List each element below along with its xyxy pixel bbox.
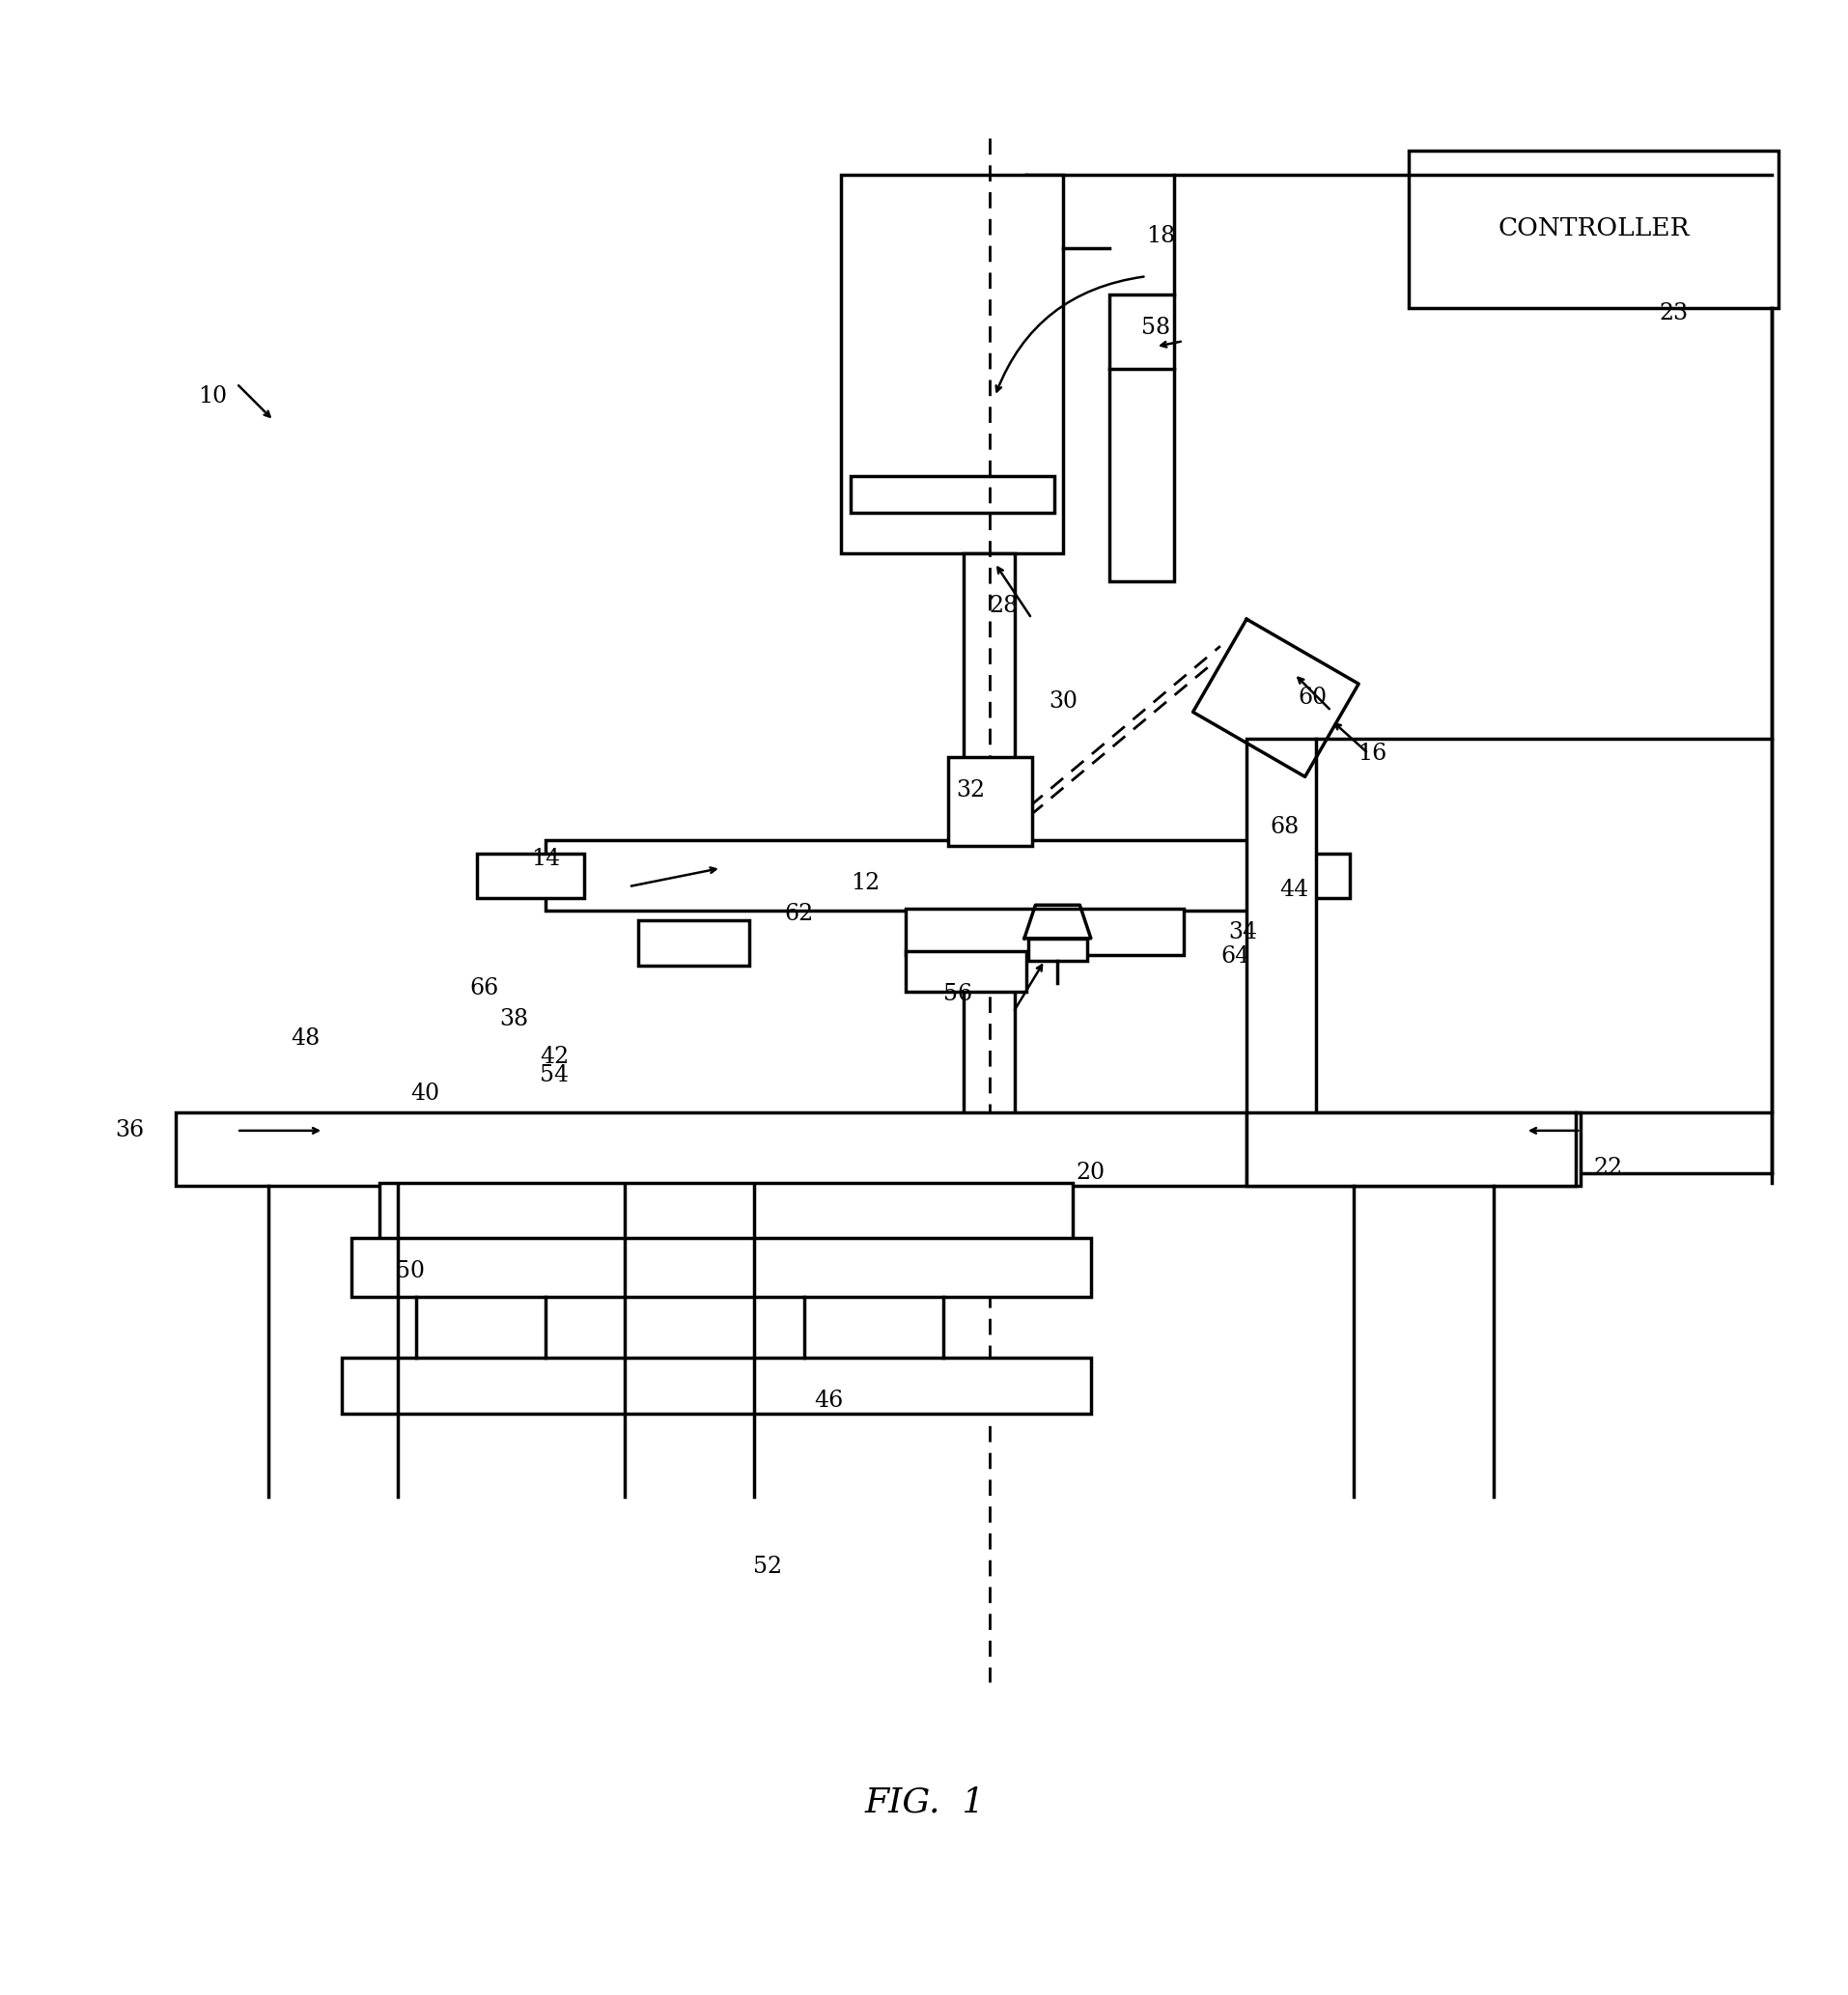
Bar [342, 1359, 1090, 1414]
Text: 34: 34 [1227, 922, 1257, 944]
Text: 64: 64 [1220, 946, 1249, 968]
Text: 28: 28 [989, 595, 1018, 616]
Text: 18: 18 [1146, 225, 1175, 247]
Text: 23: 23 [1658, 301, 1687, 325]
Text: 66: 66 [469, 978, 499, 999]
Text: 44: 44 [1279, 880, 1308, 902]
Bar [948, 758, 1031, 846]
Bar [477, 854, 584, 898]
Bar [906, 952, 1026, 992]
Text: 62: 62 [784, 904, 813, 926]
Text: 12: 12 [850, 872, 880, 894]
Bar [351, 1237, 1090, 1297]
Bar [1109, 295, 1173, 581]
Bar [1246, 1111, 1574, 1187]
Text: 40: 40 [410, 1083, 440, 1105]
Text: 36: 36 [115, 1119, 144, 1141]
Text: 16: 16 [1356, 742, 1386, 764]
Text: 68: 68 [1270, 816, 1299, 838]
Bar [638, 920, 748, 966]
Bar [1271, 854, 1349, 898]
Bar [379, 1183, 1072, 1241]
Text: 42: 42 [540, 1045, 569, 1067]
Text: CONTROLLER: CONTROLLER [1497, 215, 1689, 239]
Text: 22: 22 [1593, 1157, 1623, 1179]
Text: 48: 48 [290, 1027, 320, 1049]
Text: 54: 54 [540, 1063, 569, 1085]
Text: 56: 56 [942, 984, 972, 1005]
Bar [841, 176, 1063, 555]
Text: 38: 38 [499, 1009, 529, 1031]
Text: 58: 58 [1140, 317, 1170, 339]
Bar [963, 555, 1015, 1211]
Bar [1027, 938, 1087, 960]
Text: 20: 20 [1076, 1161, 1105, 1185]
Bar [850, 477, 1053, 513]
Bar [176, 1111, 1580, 1187]
Text: 52: 52 [752, 1556, 782, 1578]
Text: 30: 30 [1048, 690, 1077, 712]
Text: 10: 10 [198, 385, 227, 407]
Bar [906, 910, 1183, 956]
Text: FIG.  1: FIG. 1 [863, 1786, 985, 1817]
Text: 14: 14 [530, 848, 560, 870]
Text: 46: 46 [813, 1391, 843, 1412]
Text: 32: 32 [955, 780, 985, 802]
Text: 60: 60 [1297, 686, 1327, 708]
Bar [545, 840, 1312, 910]
Bar [1246, 738, 1316, 1183]
Text: 50: 50 [395, 1261, 425, 1283]
Bar [1408, 150, 1778, 307]
